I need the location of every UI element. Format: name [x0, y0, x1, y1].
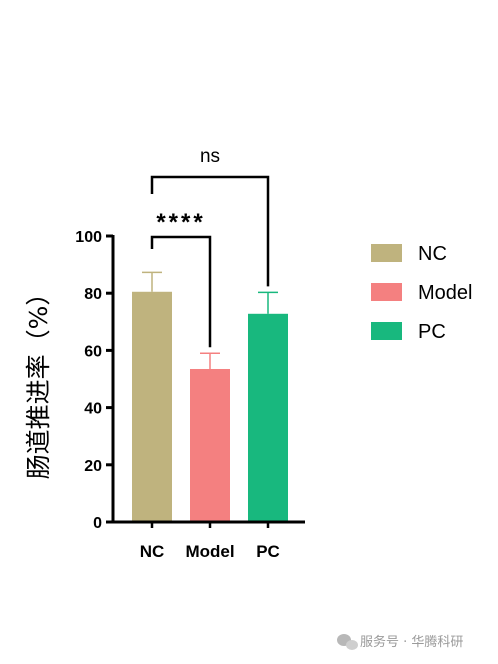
y-tick-label: 0 — [93, 515, 102, 532]
legend-swatch-pc — [371, 322, 402, 340]
wechat-icon — [337, 634, 358, 650]
legend: NC Model PC — [371, 243, 472, 343]
bar-nc — [132, 291, 172, 522]
x-tick-label: NC — [140, 542, 165, 561]
bars — [132, 271, 288, 522]
legend-swatch-model — [371, 283, 402, 301]
bar-model — [190, 368, 230, 522]
y-tick-label: 20 — [84, 458, 102, 475]
significance-brackets: **** ns — [150, 146, 270, 348]
x-tick-label: Model — [185, 542, 234, 561]
bar-pc — [248, 313, 288, 522]
legend-label: PC — [418, 321, 446, 343]
significance-label: **** — [156, 209, 205, 236]
axes: 0 20 40 60 80 100 NC Model PC — [75, 229, 305, 561]
y-tick-label: 60 — [84, 343, 102, 360]
watermark-text: 服务号 · 华腾科研 — [360, 634, 463, 650]
y-tick-label: 40 — [84, 401, 102, 418]
legend-label: NC — [418, 243, 447, 265]
legend-swatch-nc — [371, 244, 402, 262]
significance-bracket — [150, 175, 270, 287]
significance-bracket — [150, 235, 212, 348]
y-axis-label: 肠道推进率（%） — [24, 281, 53, 480]
watermark: 服务号 · 华腾科研 — [337, 634, 463, 650]
legend-label: Model — [418, 282, 472, 304]
significance-label: ns — [200, 146, 220, 167]
y-tick-label: 100 — [75, 229, 102, 246]
x-tick-label: PC — [256, 542, 280, 561]
y-tick-label: 80 — [84, 286, 102, 303]
